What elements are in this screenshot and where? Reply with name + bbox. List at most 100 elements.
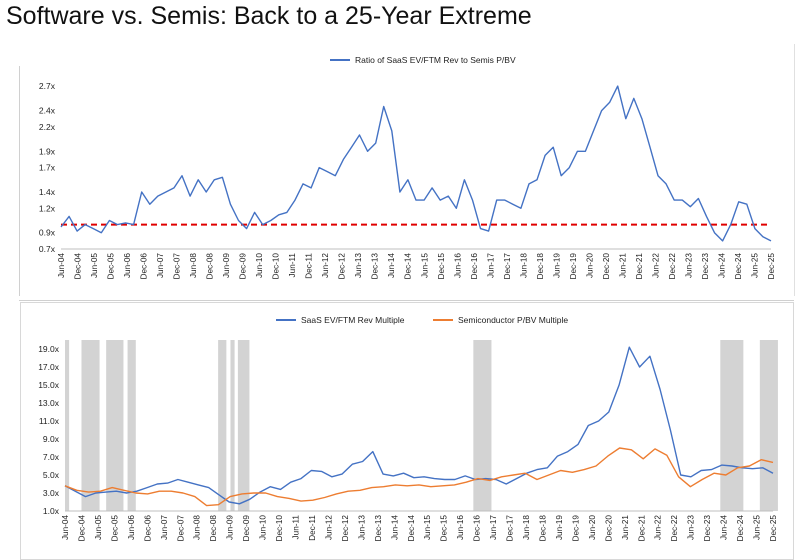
x-tick-label: Dec-18 (536, 253, 545, 280)
shaded-period (230, 340, 235, 511)
x-tick-label: Dec-15 (437, 253, 446, 280)
x-tick-label: Jun-13 (354, 253, 363, 278)
x-tick-label: Dec-05 (107, 253, 116, 280)
x-tick-label: Jun-06 (127, 515, 136, 540)
x-tick-label: Dec-23 (701, 253, 710, 280)
x-tick-label: Dec-13 (371, 253, 380, 280)
x-tick-label: Jun-04 (61, 515, 70, 540)
divider-left (19, 66, 20, 296)
x-tick-label: Jun-17 (489, 515, 498, 540)
x-tick-label: Jun-07 (156, 253, 165, 278)
x-tick-label: Dec-06 (140, 253, 149, 280)
x-tick-label: Jun-24 (720, 515, 729, 540)
y-tick-label: 1.0x (43, 506, 60, 516)
x-tick-label: Jun-16 (453, 253, 462, 278)
x-tick-label: Dec-12 (338, 253, 347, 280)
x-tick-label: Jun-19 (552, 253, 561, 278)
x-tick-label: Dec-06 (143, 515, 152, 542)
x-tick-label: Jun-08 (189, 253, 198, 278)
page-title: Software vs. Semis: Back to a 25-Year Ex… (6, 2, 532, 30)
x-tick-label: Dec-24 (734, 253, 743, 280)
x-tick-label: Dec-16 (470, 253, 479, 280)
y-tick-label: 2.7x (39, 81, 56, 91)
ratio-chart: Ratio of SaaS EV/FTM Rev to Semis P/BV 0… (39, 55, 776, 280)
x-tick-label: Dec-15 (440, 515, 449, 542)
x-tick-label: Dec-22 (668, 253, 677, 280)
x-tick-label: Jun-18 (522, 515, 531, 540)
y-tick-label: 17.0x (38, 362, 60, 372)
y-tick-label: 1.7x (39, 163, 56, 173)
x-tick-label: Dec-09 (239, 253, 248, 280)
y-tick-label: 0.9x (39, 228, 56, 238)
x-tick-label: Jun-16 (456, 515, 465, 540)
x-tick-label: Dec-14 (407, 515, 416, 542)
x-tick-label: Dec-04 (77, 515, 86, 542)
y-tick-label: 9.0x (43, 434, 60, 444)
x-tick-label: Jun-11 (292, 515, 301, 540)
series-line-primary (60, 85, 772, 242)
x-tick-label: Dec-23 (703, 515, 712, 542)
y-tick-label: 11.0x (39, 416, 60, 426)
x-tick-label: Jun-20 (585, 253, 594, 278)
y-tick-label: 2.2x (39, 122, 56, 132)
x-tick-label: Dec-07 (173, 253, 182, 280)
ratio-chart-panel: Ratio of SaaS EV/FTM Rev to Semis P/BV 0… (20, 44, 795, 296)
x-tick-label: Dec-04 (74, 253, 83, 280)
x-tick-label: Jun-23 (687, 515, 696, 540)
x-tick-label: Dec-21 (637, 515, 646, 542)
x-tick-label: Dec-20 (602, 253, 611, 280)
legend-label-saas: SaaS EV/FTM Rev Multiple (301, 315, 405, 325)
multiples-chart-legend: SaaS EV/FTM Rev Multiple Semiconductor P… (276, 315, 568, 325)
y-tick-label: 1.2x (39, 203, 56, 213)
x-tick-label: Jun-06 (123, 253, 132, 278)
x-tick-label: Dec-09 (242, 515, 251, 542)
shaded-period (106, 340, 124, 511)
x-tick-label: Jun-12 (324, 515, 333, 540)
y-tick-label: 2.4x (39, 106, 56, 116)
shaded-period (218, 340, 227, 511)
x-tick-label: Dec-10 (272, 253, 281, 280)
x-tick-label: Jun-21 (621, 515, 630, 540)
x-tick-label: Jun-15 (420, 253, 429, 278)
y-tick-label: 1.4x (39, 187, 56, 197)
x-tick-label: Jun-20 (588, 515, 597, 540)
y-tick-label: 15.0x (38, 380, 60, 390)
x-tick-label: Jun-18 (519, 253, 528, 278)
shaded-period (81, 340, 100, 511)
x-tick-label: Dec-25 (767, 253, 776, 280)
shaded-period (127, 340, 136, 511)
x-tick-label: Dec-25 (769, 515, 778, 542)
x-tick-label: Dec-24 (736, 515, 745, 542)
divider-middle (19, 300, 794, 301)
shaded-period (473, 340, 492, 511)
legend-label-semis: Semiconductor P/BV Multiple (458, 315, 568, 325)
x-tick-label: Jun-22 (654, 515, 663, 540)
x-tick-label: Dec-17 (506, 515, 515, 542)
x-tick-label: Dec-10 (275, 515, 284, 542)
y-tick-label: 3.0x (43, 488, 60, 498)
x-tick-label: Jun-05 (94, 515, 103, 540)
x-tick-label: Jun-13 (357, 515, 366, 540)
shaded-period (720, 340, 744, 511)
x-tick-label: Jun-17 (486, 253, 495, 278)
multiples-chart-panel: SaaS EV/FTM Rev Multiple Semiconductor P… (20, 302, 794, 560)
x-tick-label: Dec-17 (503, 253, 512, 280)
x-tick-label: Jun-09 (222, 253, 231, 278)
x-tick-label: Jun-25 (753, 515, 762, 540)
x-tick-label: Jun-07 (160, 515, 169, 540)
x-tick-label: Jun-21 (618, 253, 627, 278)
x-tick-label: Jun-05 (90, 253, 99, 278)
shaded-period (759, 340, 778, 511)
x-tick-label: Jun-11 (288, 253, 297, 278)
y-tick-label: 19.0x (38, 344, 60, 354)
x-tick-label: Dec-22 (670, 515, 679, 542)
x-tick-label: Dec-21 (635, 253, 644, 280)
series-line-secondary (64, 447, 774, 507)
x-tick-label: Dec-11 (308, 515, 317, 541)
x-tick-label: Jun-19 (555, 515, 564, 540)
x-tick-label: Jun-24 (717, 253, 726, 278)
x-tick-label: Jun-09 (226, 515, 235, 540)
y-tick-label: 5.0x (43, 470, 60, 480)
x-tick-label: Dec-12 (341, 515, 350, 542)
x-tick-label: Dec-07 (176, 515, 185, 542)
